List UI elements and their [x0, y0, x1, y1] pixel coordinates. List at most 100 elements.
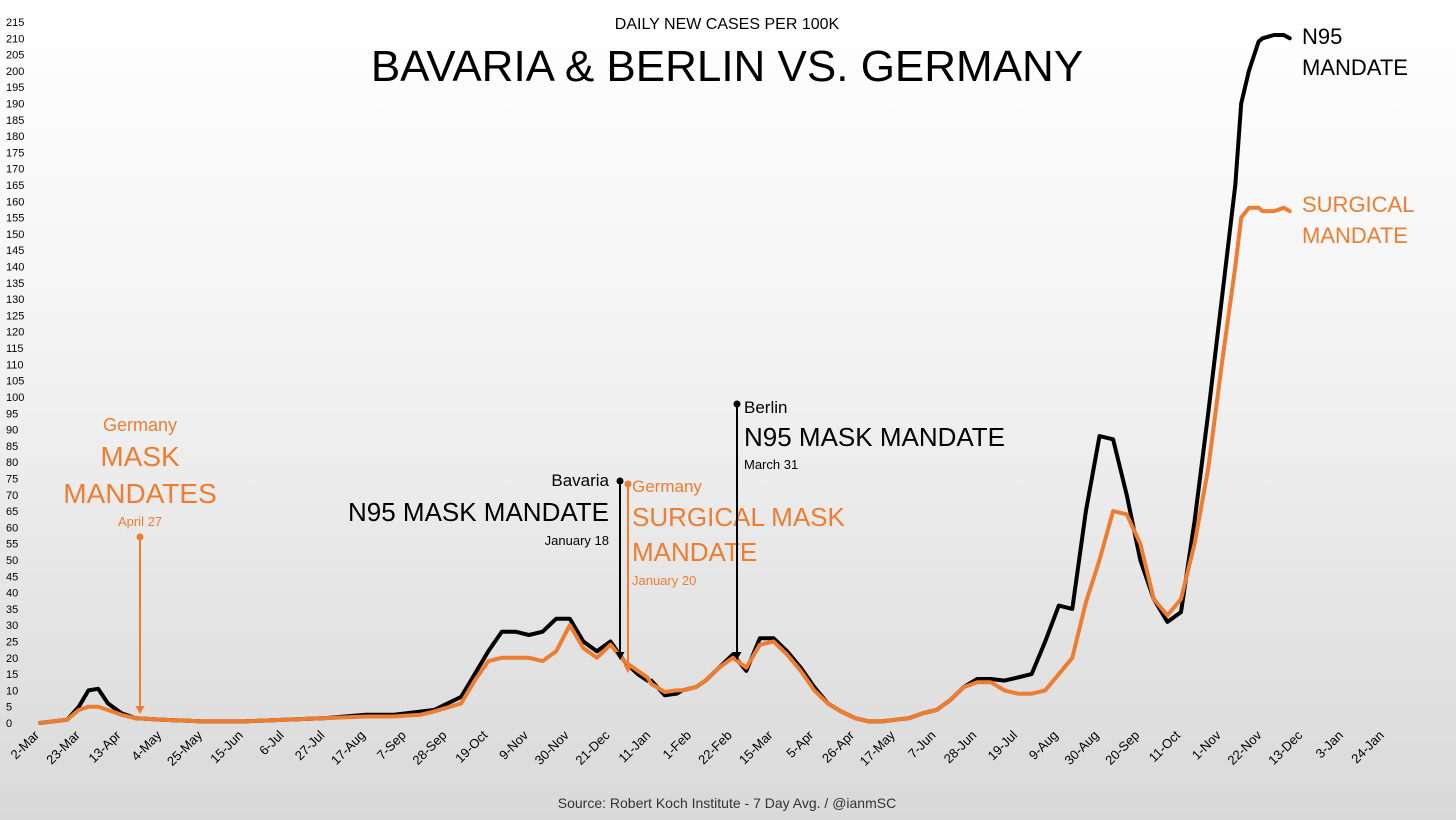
x-tick-label: 5-Apr — [783, 727, 817, 761]
end-label-surgical: SURGICAL — [1302, 192, 1414, 217]
annotation-mandate-label: MANDATE — [632, 537, 757, 567]
chart-source: Source: Robert Koch Institute - 7 Day Av… — [558, 795, 896, 811]
x-tick-label: 1-Feb — [659, 728, 694, 763]
y-tick-label: 90 — [6, 425, 18, 437]
y-tick-label: 40 — [6, 588, 18, 600]
x-tick-label: 9-Nov — [496, 727, 531, 762]
y-tick-label: 95 — [6, 408, 18, 420]
x-axis: 2-Mar 23-Mar 13-Apr 4-May 25-May 15-Jun 6-Jul 2… — [8, 727, 1387, 769]
y-tick-label: 35 — [6, 604, 18, 616]
y-tick-label: 70 — [6, 490, 18, 502]
x-tick-label: 17-May — [857, 727, 899, 769]
annotation-germany-mask-mandates: Germany MASK MANDATES April 27 — [63, 415, 217, 714]
annotation-mandate-label: MANDATES — [63, 478, 217, 509]
x-tick-label: 17-Aug — [328, 728, 368, 768]
x-tick-label: 6-Jul — [256, 727, 287, 758]
y-tick-label: 180 — [6, 131, 24, 143]
annotation-date-label: January 20 — [632, 573, 696, 588]
x-tick-label: 3-Jan — [1313, 728, 1347, 762]
end-labels: N95 MANDATE SURGICAL MANDATE — [1302, 24, 1414, 248]
y-tick-label: 190 — [6, 99, 24, 111]
annotation-region-label: Germany — [632, 477, 702, 496]
x-tick-label: 19-Oct — [452, 727, 490, 765]
y-tick-label: 170 — [6, 164, 24, 176]
annotation-region-label: Bavaria — [551, 471, 609, 490]
y-tick-label: 10 — [6, 685, 18, 697]
y-tick-label: 50 — [6, 555, 18, 567]
y-tick-label: 200 — [6, 66, 24, 78]
x-tick-label: 25-May — [164, 727, 206, 769]
y-tick-label: 0 — [6, 718, 12, 730]
y-tick-label: 25 — [6, 636, 18, 648]
x-tick-label: 22-Feb — [695, 728, 735, 768]
x-tick-label: 13-Apr — [85, 727, 124, 766]
annotation-arrowhead — [135, 706, 145, 714]
annotation-mandate-label: N95 MASK MANDATE — [744, 422, 1005, 452]
series-line-orange — [38, 205, 1292, 725]
series-line-black — [38, 33, 1292, 725]
x-tick-label: 22-Nov — [1224, 727, 1265, 768]
annotation-region-label: Berlin — [744, 398, 787, 417]
annotation-arrowhead — [615, 652, 625, 660]
y-tick-label: 75 — [6, 473, 18, 485]
x-tick-label: 4-May — [128, 727, 164, 763]
x-tick-label: 1-Nov — [1189, 727, 1224, 762]
x-tick-label: 15-Jun — [207, 728, 246, 767]
y-tick-label: 65 — [6, 506, 18, 518]
x-tick-label: 15-Mar — [736, 727, 776, 767]
y-tick-label: 5 — [6, 702, 12, 714]
x-tick-label: 7-Sep — [374, 728, 409, 763]
x-tick-label: 26-Apr — [819, 727, 858, 766]
y-tick-label: 145 — [6, 245, 24, 257]
annotation-date-label: April 27 — [118, 514, 162, 529]
x-tick-label: 2-Mar — [8, 727, 43, 762]
y-tick-label: 60 — [6, 522, 18, 534]
annotation-mandate-label: N95 MASK MANDATE — [348, 497, 609, 527]
y-tick-label: 120 — [6, 327, 24, 339]
x-tick-label: 30-Nov — [532, 727, 573, 768]
y-tick-label: 80 — [6, 457, 18, 469]
chart-subtitle: DAILY NEW CASES PER 100K — [615, 16, 840, 33]
y-tick-label: 195 — [6, 82, 24, 94]
annotation-germany-surgical-mandate: Germany SURGICAL MASK MANDATE January 20 — [623, 477, 846, 673]
x-tick-label: 23-Mar — [43, 727, 83, 767]
y-tick-label: 105 — [6, 376, 24, 388]
end-label-n95: N95 — [1302, 24, 1342, 49]
y-tick-label: 140 — [6, 262, 24, 274]
y-tick-label: 110 — [6, 359, 24, 371]
y-tick-label: 155 — [6, 213, 24, 225]
annotation-bavaria-n95-mandate: Bavaria N95 MASK MANDATE January 18 — [348, 471, 625, 660]
y-tick-label: 20 — [6, 653, 18, 665]
y-tick-label: 185 — [6, 115, 24, 127]
x-tick-label: 20-Sep — [1102, 728, 1142, 768]
annotation-date-label: March 31 — [744, 457, 798, 472]
y-tick-label: 15 — [6, 669, 18, 681]
y-tick-label: 135 — [6, 278, 24, 290]
y-tick-label: 45 — [6, 571, 18, 583]
y-tick-label: 30 — [6, 620, 18, 632]
y-axis: 0 5 10 15 20 25 30 35 40 45 50 55 60 65 70 75 80 85 90 95 10… — [6, 17, 24, 730]
x-tick-label: 7-Jun — [905, 728, 939, 762]
y-tick-label: 160 — [6, 196, 24, 208]
x-tick-label: 13-Dec — [1265, 727, 1306, 768]
x-tick-label: 27-Jul — [292, 727, 328, 763]
annotation-berlin-n95-mandate: Berlin N95 MASK MANDATE March 31 — [732, 398, 1005, 660]
y-tick-label: 130 — [6, 294, 24, 306]
y-tick-label: 205 — [6, 50, 24, 62]
x-tick-label: 11-Jan — [615, 728, 653, 766]
annotation-arrowhead — [623, 665, 633, 673]
series-layer — [38, 33, 1292, 725]
x-tick-label: 21-Dec — [572, 727, 613, 768]
y-tick-label: 115 — [6, 343, 24, 355]
y-tick-label: 85 — [6, 441, 18, 453]
annotation-mandate-label: SURGICAL MASK — [632, 502, 846, 532]
y-tick-label: 210 — [6, 33, 24, 45]
x-tick-label: 30-Aug — [1061, 728, 1101, 768]
annotation-mandate-label: MASK — [100, 441, 180, 472]
x-tick-label: 19-Jul — [984, 727, 1020, 763]
y-tick-label: 215 — [6, 17, 24, 29]
end-label-surgical-mandate: MANDATE — [1302, 223, 1408, 248]
x-tick-label: 24-Jan — [1348, 728, 1387, 767]
